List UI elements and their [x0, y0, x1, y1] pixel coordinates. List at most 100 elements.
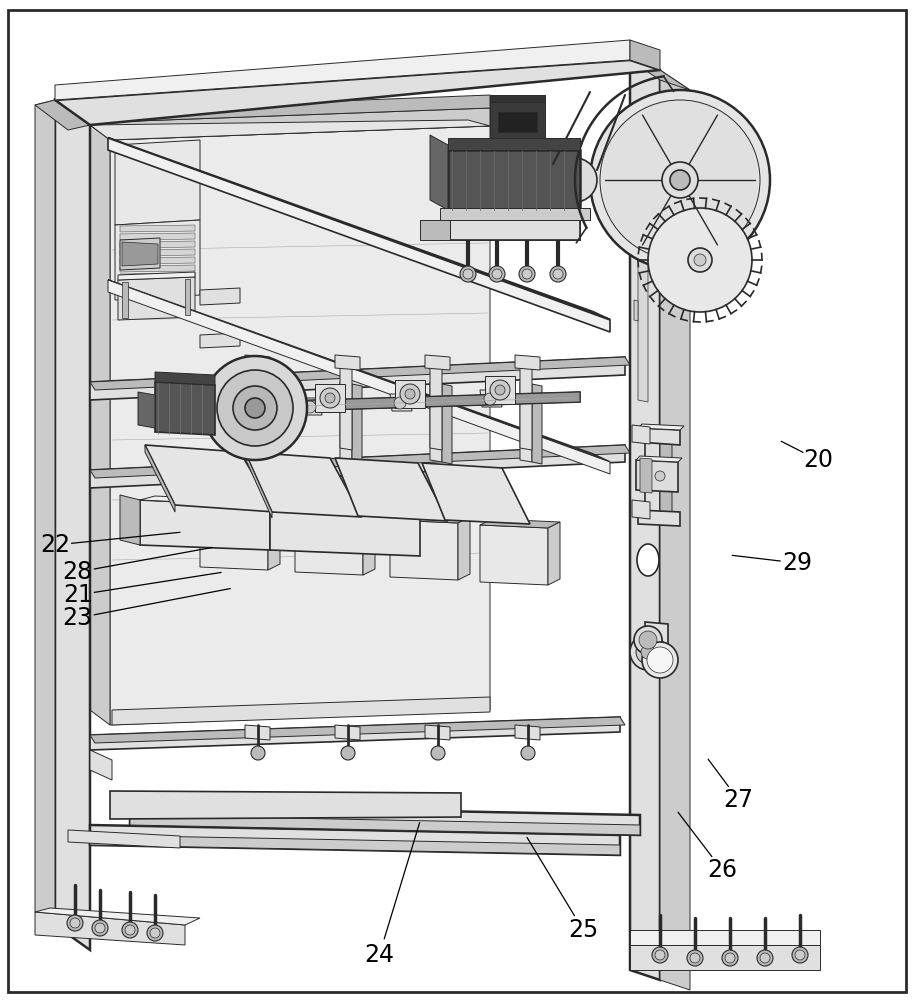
Polygon shape: [120, 225, 195, 232]
Text: 28: 28: [63, 560, 92, 584]
Polygon shape: [520, 382, 532, 462]
Polygon shape: [390, 514, 470, 523]
Polygon shape: [122, 282, 128, 318]
Polygon shape: [315, 384, 345, 412]
Circle shape: [484, 393, 496, 405]
Polygon shape: [120, 495, 140, 545]
Circle shape: [636, 640, 660, 664]
Polygon shape: [200, 504, 280, 513]
Text: 26: 26: [707, 858, 737, 882]
Polygon shape: [145, 445, 175, 512]
Text: 25: 25: [568, 918, 599, 942]
Polygon shape: [390, 394, 412, 411]
Circle shape: [217, 370, 293, 446]
Polygon shape: [335, 458, 448, 521]
Circle shape: [394, 397, 406, 409]
Circle shape: [648, 208, 752, 312]
Polygon shape: [630, 930, 820, 945]
Polygon shape: [335, 355, 360, 370]
Polygon shape: [430, 382, 442, 462]
Polygon shape: [630, 60, 690, 90]
Polygon shape: [185, 279, 190, 315]
Polygon shape: [448, 150, 580, 210]
Polygon shape: [262, 384, 272, 464]
Text: 23: 23: [63, 606, 92, 630]
Polygon shape: [450, 218, 580, 240]
Circle shape: [341, 746, 355, 760]
Polygon shape: [515, 355, 540, 370]
Circle shape: [92, 920, 108, 936]
Circle shape: [647, 647, 673, 673]
Circle shape: [550, 266, 566, 282]
Polygon shape: [630, 60, 660, 980]
Polygon shape: [120, 257, 195, 264]
Text: 29: 29: [782, 551, 812, 575]
Polygon shape: [120, 241, 195, 248]
Polygon shape: [352, 384, 362, 464]
Polygon shape: [490, 95, 545, 102]
Polygon shape: [108, 280, 610, 462]
Polygon shape: [448, 138, 580, 150]
Polygon shape: [120, 249, 195, 256]
Polygon shape: [458, 517, 470, 580]
Circle shape: [203, 356, 307, 460]
Circle shape: [642, 642, 678, 678]
Circle shape: [122, 922, 138, 938]
Polygon shape: [608, 180, 630, 210]
Polygon shape: [140, 500, 270, 550]
Circle shape: [150, 928, 160, 938]
Polygon shape: [645, 430, 660, 522]
Circle shape: [641, 645, 655, 659]
Polygon shape: [520, 360, 532, 450]
Circle shape: [325, 393, 335, 403]
Polygon shape: [340, 382, 352, 462]
Polygon shape: [245, 355, 270, 370]
Polygon shape: [108, 138, 610, 332]
Polygon shape: [430, 360, 442, 450]
Polygon shape: [634, 200, 638, 221]
Polygon shape: [35, 100, 90, 130]
Circle shape: [492, 269, 502, 279]
Polygon shape: [490, 102, 545, 138]
Circle shape: [795, 950, 805, 960]
Polygon shape: [120, 265, 195, 272]
Polygon shape: [90, 445, 630, 478]
Circle shape: [600, 100, 760, 260]
Circle shape: [489, 266, 505, 282]
Polygon shape: [138, 392, 155, 428]
Circle shape: [400, 384, 420, 404]
Polygon shape: [130, 805, 640, 835]
Polygon shape: [295, 515, 363, 575]
Polygon shape: [450, 220, 580, 240]
Polygon shape: [110, 791, 461, 819]
Polygon shape: [335, 725, 360, 740]
Circle shape: [792, 947, 808, 963]
Polygon shape: [245, 452, 272, 518]
Circle shape: [67, 915, 83, 931]
Circle shape: [251, 746, 265, 760]
Polygon shape: [255, 392, 580, 412]
Polygon shape: [395, 380, 425, 408]
Polygon shape: [270, 506, 420, 556]
Circle shape: [694, 254, 706, 266]
Polygon shape: [480, 390, 502, 407]
Polygon shape: [636, 456, 682, 462]
Circle shape: [460, 266, 476, 282]
Polygon shape: [630, 945, 820, 970]
Polygon shape: [390, 520, 458, 580]
Circle shape: [634, 626, 662, 654]
Polygon shape: [90, 125, 110, 725]
Circle shape: [688, 248, 712, 272]
Polygon shape: [498, 112, 537, 132]
Polygon shape: [442, 384, 452, 464]
Polygon shape: [295, 509, 375, 518]
Polygon shape: [110, 126, 490, 725]
Polygon shape: [640, 458, 652, 493]
Polygon shape: [120, 273, 195, 280]
Circle shape: [521, 746, 535, 760]
Circle shape: [147, 925, 163, 941]
Polygon shape: [548, 522, 560, 585]
Polygon shape: [90, 835, 620, 855]
Circle shape: [639, 631, 657, 649]
Circle shape: [490, 380, 510, 400]
